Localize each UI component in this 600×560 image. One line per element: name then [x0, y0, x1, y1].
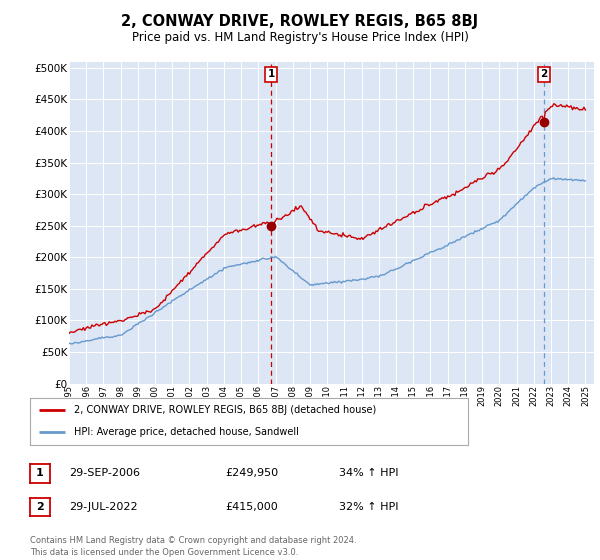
Text: £415,000: £415,000 — [225, 502, 278, 512]
Text: 34% ↑ HPI: 34% ↑ HPI — [339, 468, 398, 478]
Text: 29-JUL-2022: 29-JUL-2022 — [69, 502, 137, 512]
Text: 2: 2 — [36, 502, 44, 512]
Text: 29-SEP-2006: 29-SEP-2006 — [69, 468, 140, 478]
Text: Price paid vs. HM Land Registry's House Price Index (HPI): Price paid vs. HM Land Registry's House … — [131, 31, 469, 44]
Text: Contains HM Land Registry data © Crown copyright and database right 2024.
This d: Contains HM Land Registry data © Crown c… — [30, 536, 356, 557]
Text: 32% ↑ HPI: 32% ↑ HPI — [339, 502, 398, 512]
Text: 1: 1 — [36, 469, 44, 478]
Text: HPI: Average price, detached house, Sandwell: HPI: Average price, detached house, Sand… — [74, 427, 299, 437]
Text: 2, CONWAY DRIVE, ROWLEY REGIS, B65 8BJ: 2, CONWAY DRIVE, ROWLEY REGIS, B65 8BJ — [121, 14, 479, 29]
Text: 2, CONWAY DRIVE, ROWLEY REGIS, B65 8BJ (detached house): 2, CONWAY DRIVE, ROWLEY REGIS, B65 8BJ (… — [74, 405, 376, 416]
Text: 1: 1 — [268, 69, 275, 79]
Text: £249,950: £249,950 — [225, 468, 278, 478]
Text: 2: 2 — [540, 69, 547, 79]
